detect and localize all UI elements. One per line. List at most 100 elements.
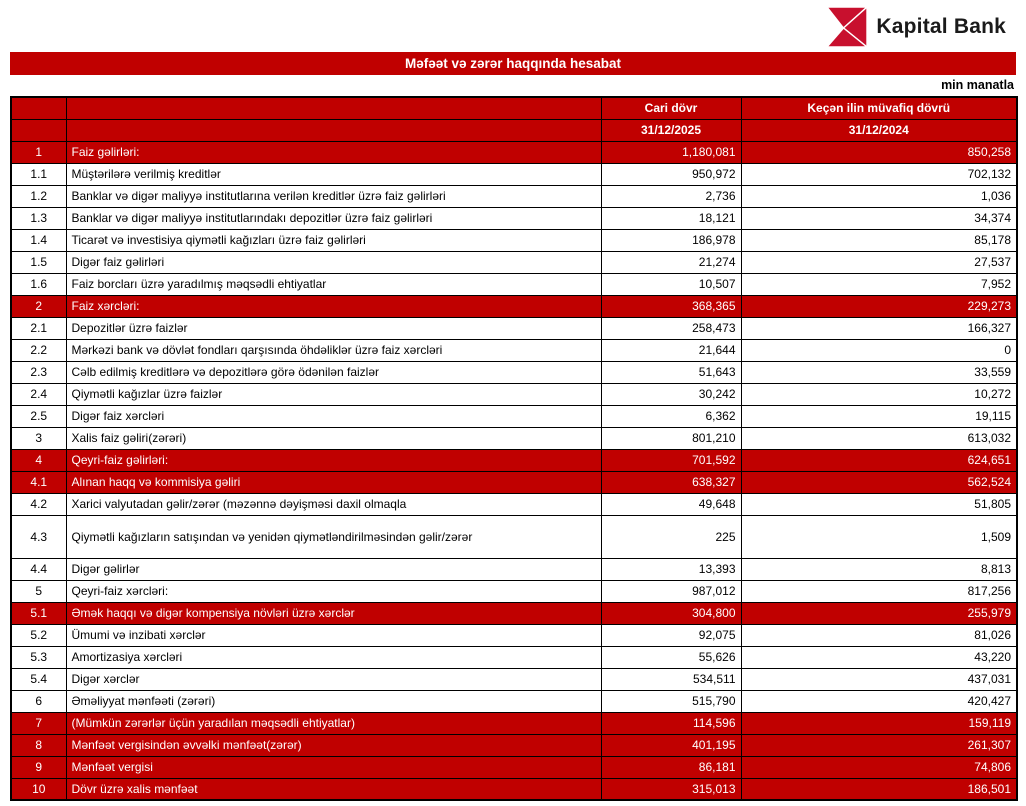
table-row: 1.4 Ticarət və investisiya qiymətli kağız…	[10, 228, 1018, 252]
row-value-current-cell: 225	[600, 514, 742, 559]
row-value-current-cell: 515,790	[600, 689, 742, 713]
row-label-cell: Əmək haqqı və digər kompensiya növləri ü…	[65, 601, 602, 625]
header-previous-date: 31/12/2024	[740, 118, 1018, 142]
row-label-cell: Depozitlər üzrə faizlər	[65, 316, 602, 340]
table-body: 1 Faiz gəlirləri: 1,180,081 850,258 1.1 Müştə…	[10, 140, 1018, 801]
row-number-cell: 2.4	[10, 382, 67, 406]
row-value-current-cell: 51,643	[600, 360, 742, 384]
row-label-cell: Digər gəlirlər	[65, 557, 602, 581]
row-value-current-cell: 30,242	[600, 382, 742, 406]
table-row: 2.4 Qiymətli kağızlar üzrə faizlər 30,242 1…	[10, 382, 1018, 406]
table-header: Cari dövr Keçən ilin müvafiq dövrü 31/12…	[10, 96, 1018, 142]
row-value-current-cell: 534,511	[600, 667, 742, 691]
row-value-current-cell: 801,210	[600, 426, 742, 450]
row-number-cell: 4.2	[10, 492, 67, 516]
row-value-current-cell: 638,327	[600, 470, 742, 494]
table-row: 7 (Mümkün zərərlər üçün yaradılan məqsədl…	[10, 711, 1018, 735]
row-value-current-cell: 6,362	[600, 404, 742, 428]
row-value-previous-cell: 702,132	[740, 162, 1018, 186]
table-row: 9 Mənfəət vergisi 86,181 74,806	[10, 755, 1018, 779]
table-row: 8 Mənfəət vergisindən əvvəlki mənfəət(zər…	[10, 733, 1018, 757]
row-value-previous-cell: 0	[740, 338, 1018, 362]
row-number-cell: 5.4	[10, 667, 67, 691]
table-row: 6 Əməliyyat mənfəəti (zərəri) 515,790 420,4…	[10, 689, 1018, 713]
row-value-previous-cell: 255,979	[740, 601, 1018, 625]
row-label-cell: (Mümkün zərərlər üçün yaradılan məqsədli…	[65, 711, 602, 735]
header-current-period: Cari dövr	[600, 96, 742, 120]
row-label-cell: Müştərilərə verilmiş kreditlər	[65, 162, 602, 186]
table-row: 4 Qeyri-faiz gəlirləri: 701,592 624,651	[10, 448, 1018, 472]
table-row: 5.4 Digər xərclər 534,511 437,031	[10, 667, 1018, 691]
row-value-current-cell: 368,365	[600, 294, 742, 318]
table-row: 5.2 Ümumi və inzibati xərclər 92,075 81,026	[10, 623, 1018, 647]
row-number-cell: 1.5	[10, 250, 67, 274]
row-label-cell: Əməliyyat mənfəəti (zərəri)	[65, 689, 602, 713]
table-row: 1.1 Müştərilərə verilmiş kreditlər 950,972…	[10, 162, 1018, 186]
row-value-previous-cell: 817,256	[740, 579, 1018, 603]
row-label-cell: Qiymətli kağızlar üzrə faizlər	[65, 382, 602, 406]
row-number-cell: 1.2	[10, 184, 67, 208]
table-row: 1.5 Digər faiz gəlirləri 21,274 27,537	[10, 250, 1018, 274]
row-value-previous-cell: 10,272	[740, 382, 1018, 406]
row-number-cell: 10	[10, 777, 67, 801]
row-number-cell: 9	[10, 755, 67, 779]
row-value-previous-cell: 261,307	[740, 733, 1018, 757]
row-number-cell: 5	[10, 579, 67, 603]
page-header: Kapital Bank	[0, 0, 1026, 52]
row-number-cell: 4.3	[10, 514, 67, 559]
row-value-current-cell: 258,473	[600, 316, 742, 340]
row-number-cell: 7	[10, 711, 67, 735]
table-row: 1.6 Faiz borcları üzrə yaradılmış məqsədl…	[10, 272, 1018, 296]
row-value-previous-cell: 74,806	[740, 755, 1018, 779]
row-value-previous-cell: 186,501	[740, 777, 1018, 801]
row-value-previous-cell: 229,273	[740, 294, 1018, 318]
row-value-current-cell: 2,736	[600, 184, 742, 208]
header-previous-period: Keçən ilin müvafiq dövrü	[740, 96, 1018, 120]
row-label-cell: Digər faiz gəlirləri	[65, 250, 602, 274]
row-number-cell: 1	[10, 140, 67, 164]
row-number-cell: 1.4	[10, 228, 67, 252]
row-value-current-cell: 315,013	[600, 777, 742, 801]
row-value-current-cell: 92,075	[600, 623, 742, 647]
table-row: 4.2 Xarici valyutadan gəlir/zərər (məzənn…	[10, 492, 1018, 516]
row-label-cell: Mərkəzi bank və dövlət fondları qarşısın…	[65, 338, 602, 362]
table-row: 2.5 Digər faiz xərcləri 6,362 19,115	[10, 404, 1018, 428]
row-value-current-cell: 701,592	[600, 448, 742, 472]
table-row: 1.2 Banklar və digər maliyyə institutları…	[10, 184, 1018, 208]
row-label-cell: Faiz borcları üzrə yaradılmış məqsədli e…	[65, 272, 602, 296]
profit-loss-table: Cari dövr Keçən ilin müvafiq dövrü 31/12…	[10, 96, 1018, 801]
row-label-cell: Amortizasiya xərcləri	[65, 645, 602, 669]
table-row: 2.2 Mərkəzi bank və dövlət fondları qarşı…	[10, 338, 1018, 362]
row-label-cell: Faiz gəlirləri:	[65, 140, 602, 164]
row-value-previous-cell: 1,509	[740, 514, 1018, 559]
row-number-cell: 5.3	[10, 645, 67, 669]
kapital-bank-logo-icon	[827, 7, 868, 47]
row-value-previous-cell: 613,032	[740, 426, 1018, 450]
unit-note: min manatla	[941, 78, 1014, 92]
row-value-previous-cell: 1,036	[740, 184, 1018, 208]
row-label-cell: Qeyri-faiz xərcləri:	[65, 579, 602, 603]
row-value-previous-cell: 562,524	[740, 470, 1018, 494]
table-row: 4.3 Qiymətli kağızların satışından və yen…	[10, 514, 1018, 559]
report-title: Məfəət və zərər haqqında hesabat	[404, 56, 622, 71]
row-label-cell: Qeyri-faiz gəlirləri:	[65, 448, 602, 472]
header-blank-no	[10, 96, 67, 120]
table-row: 3 Xalis faiz gəliri(zərəri) 801,210 613,032	[10, 426, 1018, 450]
row-number-cell: 4.1	[10, 470, 67, 494]
row-value-previous-cell: 34,374	[740, 206, 1018, 230]
row-label-cell: Ümumi və inzibati xərclər	[65, 623, 602, 647]
row-value-previous-cell: 51,805	[740, 492, 1018, 516]
header-current-date: 31/12/2025	[600, 118, 742, 142]
row-value-previous-cell: 81,026	[740, 623, 1018, 647]
row-value-current-cell: 18,121	[600, 206, 742, 230]
row-number-cell: 8	[10, 733, 67, 757]
row-label-cell: Digər xərclər	[65, 667, 602, 691]
table-row: 2.3 Cəlb edilmiş kreditlərə və depozitlər…	[10, 360, 1018, 384]
row-number-cell: 2.3	[10, 360, 67, 384]
row-number-cell: 2.1	[10, 316, 67, 340]
row-value-previous-cell: 437,031	[740, 667, 1018, 691]
row-label-cell: Mənfəət vergisi	[65, 755, 602, 779]
row-label-cell: Xalis faiz gəliri(zərəri)	[65, 426, 602, 450]
table-row: 1.3 Banklar və digər maliyyə institutları…	[10, 206, 1018, 230]
row-label-cell: Mənfəət vergisindən əvvəlki mənfəət(zərə…	[65, 733, 602, 757]
